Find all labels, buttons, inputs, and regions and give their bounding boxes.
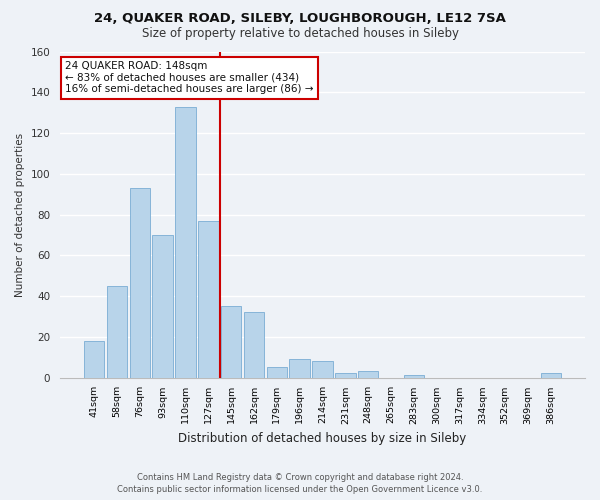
Text: Size of property relative to detached houses in Sileby: Size of property relative to detached ho… [142,28,458,40]
Bar [244,312,264,378]
Bar [198,220,218,378]
Text: 24, QUAKER ROAD, SILEBY, LOUGHBOROUGH, LE12 7SA: 24, QUAKER ROAD, SILEBY, LOUGHBOROUGH, L… [94,12,506,26]
Bar [266,368,287,378]
Bar [541,374,561,378]
Bar [152,235,173,378]
Bar [289,359,310,378]
Bar [107,286,127,378]
Bar [84,341,104,378]
Bar [404,376,424,378]
Bar [130,188,150,378]
Y-axis label: Number of detached properties: Number of detached properties [15,132,25,296]
Bar [312,361,333,378]
X-axis label: Distribution of detached houses by size in Sileby: Distribution of detached houses by size … [178,432,467,445]
Bar [221,306,241,378]
Bar [358,372,379,378]
Bar [335,374,356,378]
Text: 24 QUAKER ROAD: 148sqm
← 83% of detached houses are smaller (434)
16% of semi-de: 24 QUAKER ROAD: 148sqm ← 83% of detached… [65,62,314,94]
Bar [175,106,196,378]
Text: Contains HM Land Registry data © Crown copyright and database right 2024.
Contai: Contains HM Land Registry data © Crown c… [118,472,482,494]
